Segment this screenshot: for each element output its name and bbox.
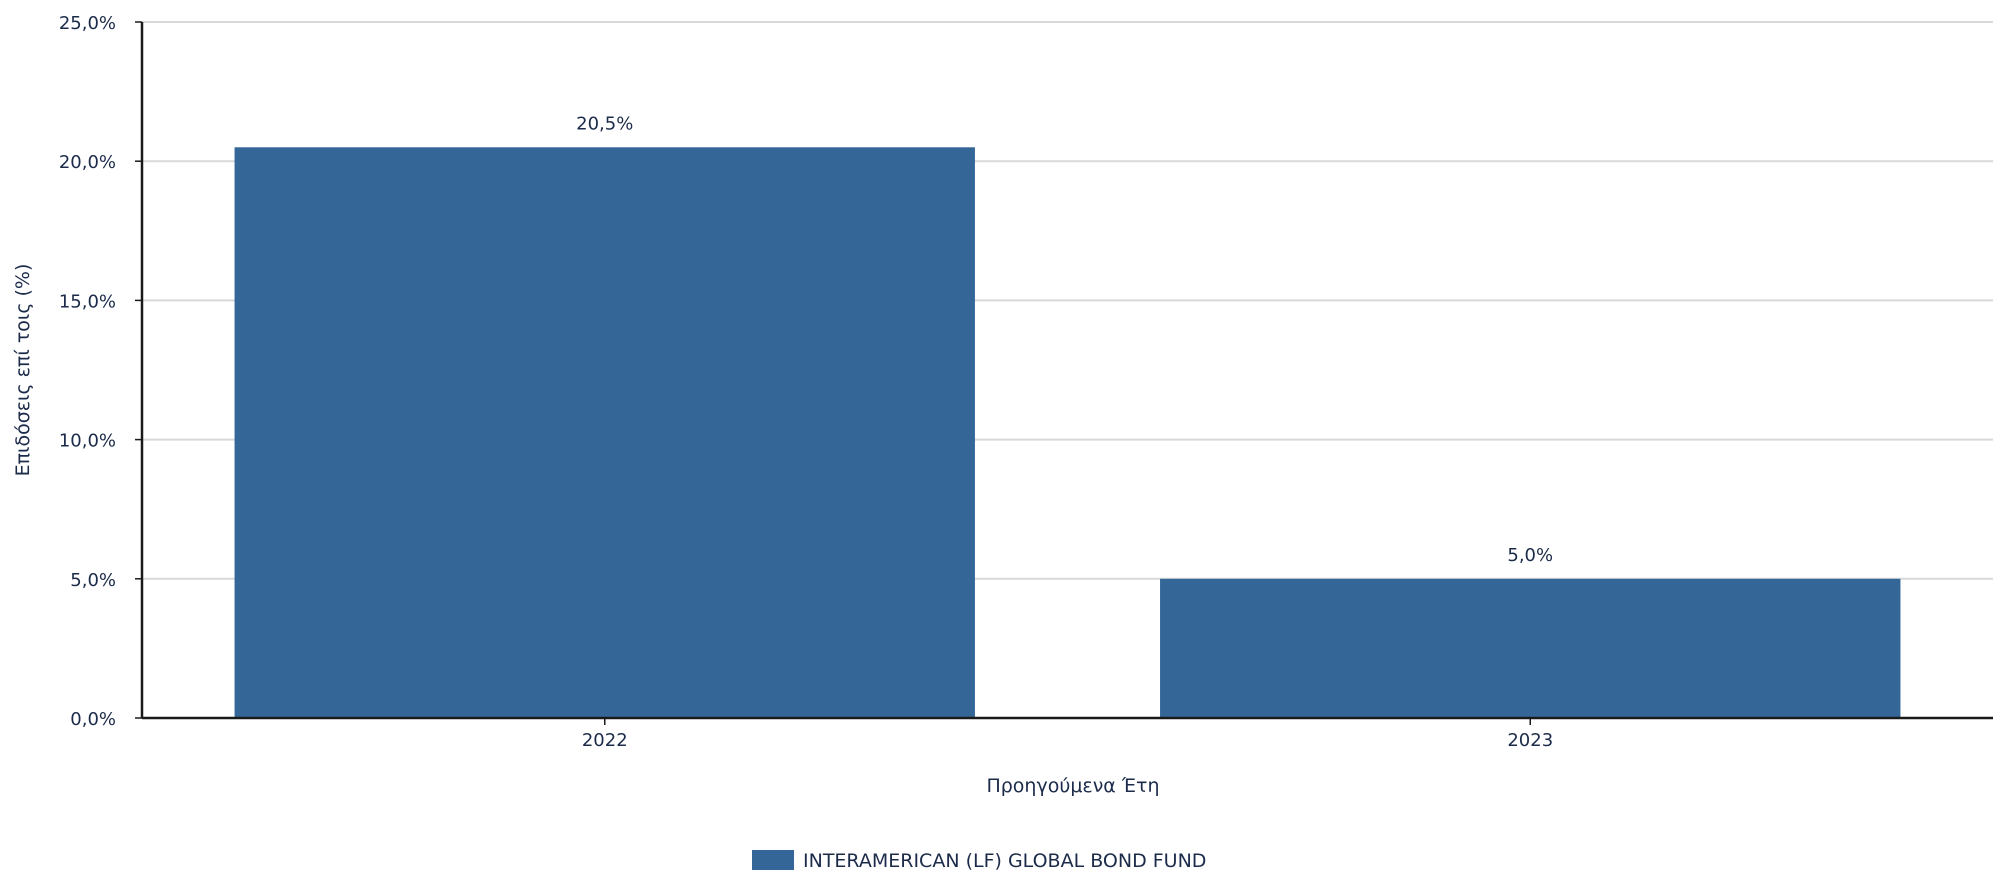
data-label-2022: 20,5% xyxy=(576,113,633,134)
bar-2023[interactable] xyxy=(1160,578,1901,718)
y-tick-label: 25,0% xyxy=(59,13,116,34)
y-axis-ticks: 0,0% 5,0% 10,0% 15,0% 20,0% 25,0% xyxy=(59,13,142,730)
y-tick-label: 5,0% xyxy=(70,570,116,591)
y-tick-label: 0,0% xyxy=(70,709,116,730)
y-tick-label: 10,0% xyxy=(59,431,116,452)
y-axis-title: Επιδόσεις επί τοις (%) xyxy=(12,264,34,477)
legend[interactable]: INTERAMERICAN (LF) GLOBAL BOND FUND xyxy=(752,850,1206,870)
bar-2022[interactable] xyxy=(234,147,975,718)
bars xyxy=(234,147,1901,718)
y-tick-label: 15,0% xyxy=(59,291,116,312)
x-axis-ticks: 2022 2023 xyxy=(582,718,1553,751)
y-tick-label: 20,0% xyxy=(59,152,116,173)
data-label-2023: 5,0% xyxy=(1507,545,1553,566)
legend-label: INTERAMERICAN (LF) GLOBAL BOND FUND xyxy=(803,850,1206,870)
legend-swatch xyxy=(752,850,794,870)
data-labels: 20,5% 5,0% xyxy=(576,113,1553,566)
x-axis-title: Προηγούμενα Έτη xyxy=(986,775,1159,797)
x-tick-label: 2022 xyxy=(582,730,628,751)
x-tick-label: 2023 xyxy=(1507,730,1553,751)
